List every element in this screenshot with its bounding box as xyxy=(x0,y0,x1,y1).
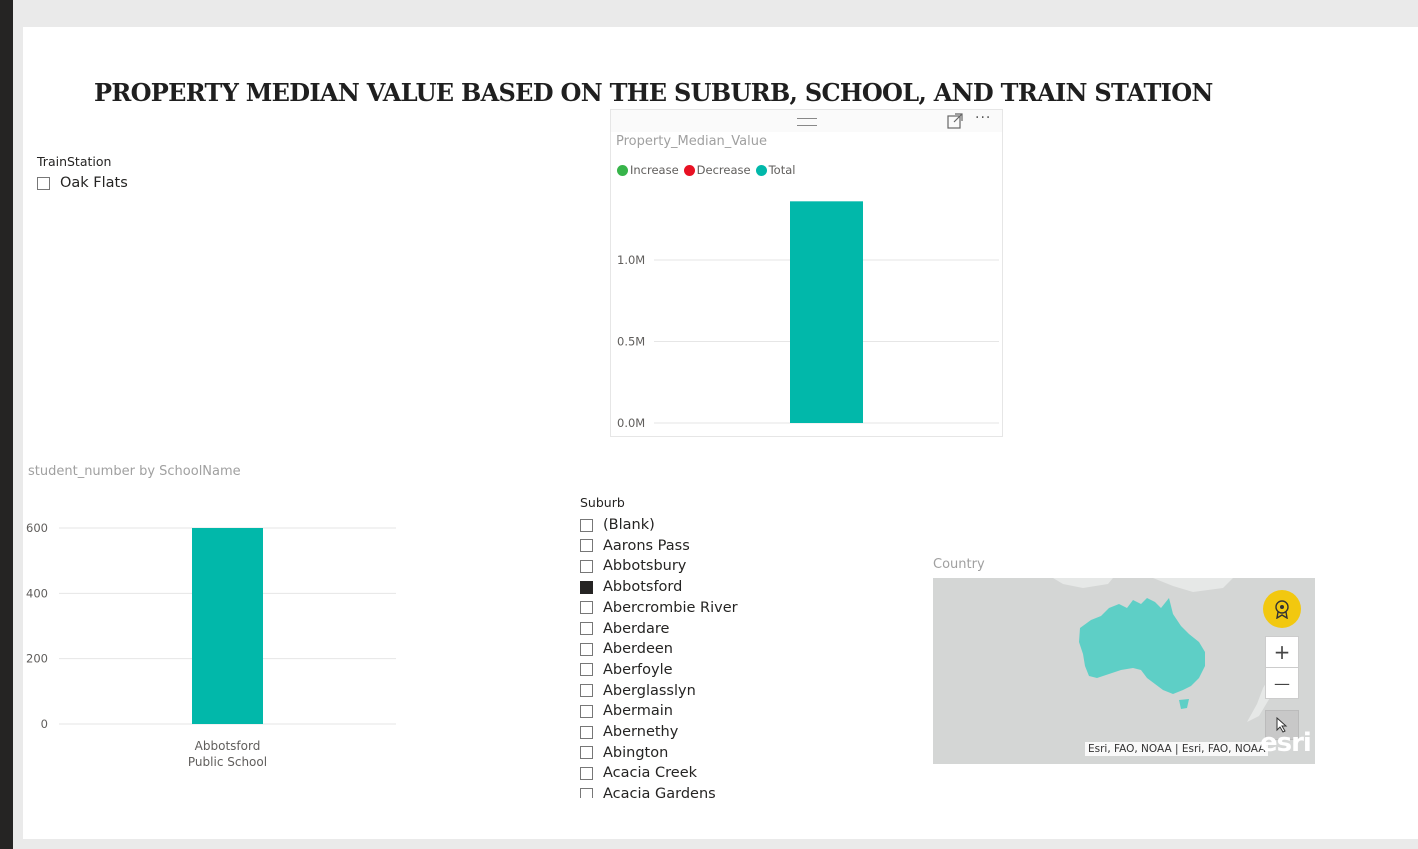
map-title: Country xyxy=(933,557,985,572)
suburb-item[interactable]: Abernethy xyxy=(580,722,678,742)
checkbox-icon[interactable] xyxy=(580,725,593,739)
checkbox-icon[interactable] xyxy=(580,684,593,698)
cursor-icon xyxy=(1276,717,1288,733)
legend-label: Increase xyxy=(630,163,679,177)
country-map[interactable]: + — Esri, FAO, NOAA | Esri, FAO, NOAA es… xyxy=(933,578,1315,764)
legend-total[interactable]: Total xyxy=(755,163,796,177)
checkbox-icon[interactable] xyxy=(580,766,593,780)
checkbox-icon[interactable] xyxy=(580,539,593,553)
suburb-item-label: Abernethy xyxy=(603,724,679,740)
legend-dot-icon xyxy=(755,164,767,176)
zoom-in-button[interactable]: + xyxy=(1265,636,1299,668)
legend-dot-icon xyxy=(617,164,628,176)
waterfall-title: Property_Median_Value xyxy=(616,134,767,149)
checkbox-icon[interactable] xyxy=(580,642,593,656)
checkbox-icon[interactable] xyxy=(580,601,593,615)
checkbox-icon[interactable] xyxy=(580,663,593,677)
bar[interactable] xyxy=(192,528,263,724)
legend-increase[interactable]: Increase xyxy=(617,163,679,177)
y-tick-label: 600 xyxy=(26,521,48,535)
map-svg xyxy=(1053,578,1271,722)
suburb-item-label: (Blank) xyxy=(603,517,655,533)
suburb-item[interactable]: Abercrombie River xyxy=(580,598,738,618)
australia-landmass xyxy=(1079,598,1205,694)
y-tick-label: 200 xyxy=(26,652,48,666)
train-station-slicer-header: TrainStation xyxy=(37,154,112,169)
suburb-item[interactable]: (Blank) xyxy=(580,515,655,535)
checkbox-icon[interactable] xyxy=(580,787,593,798)
suburb-item-label: Aberdare xyxy=(603,620,670,637)
suburb-slicer-list[interactable]: (Blank) Aarons Pass Abbotsbury Abbotsford Ab… xyxy=(580,515,840,798)
train-station-item[interactable]: Oak Flats xyxy=(37,173,128,193)
suburb-item-label: Aberfoyle xyxy=(603,661,673,678)
school-chart-title: student_number by SchoolName xyxy=(28,464,241,479)
suburb-item-label: Aberglasslyn xyxy=(603,682,696,699)
suburb-item-label: Abbotsbury xyxy=(603,558,687,575)
suburb-item[interactable]: Aberdeen xyxy=(580,639,673,659)
left-gutter xyxy=(13,0,23,849)
property-median-value-visual[interactable]: ··· Property_Median_Value Increase Decre… xyxy=(610,109,1003,437)
suburb-item-label: Aberdeen xyxy=(603,641,673,658)
suburb-item-label: Acacia Gardens xyxy=(603,786,716,798)
suburb-item-label: Abbotsford xyxy=(603,579,683,596)
esri-logo: esri xyxy=(1260,728,1312,758)
legend-label: Decrease xyxy=(696,163,751,177)
suburb-item[interactable]: Acacia Gardens xyxy=(580,784,716,798)
suburb-item-label: Abington xyxy=(603,744,669,761)
waterfall-legend: Increase Decrease Total xyxy=(617,163,800,177)
x-tick-label: Abbotsford xyxy=(195,739,261,753)
map-attribution: Esri, FAO, NOAA | Esri, FAO, NOAA xyxy=(1085,742,1269,756)
visual-header: ··· xyxy=(611,110,1002,132)
report-title: PROPERTY MEDIAN VALUE BASED ON THE SUBUR… xyxy=(94,78,1213,107)
suburb-item-label: Abermain xyxy=(603,703,673,720)
checkbox-icon[interactable] xyxy=(37,176,50,190)
checkbox-icon[interactable] xyxy=(580,622,593,635)
y-tick-label: 0.0M xyxy=(617,416,645,430)
suburb-item-label: Aarons Pass xyxy=(603,537,690,554)
suburb-item[interactable]: Abbotsford xyxy=(580,577,682,597)
zoom-out-button[interactable]: — xyxy=(1265,667,1299,699)
left-nav-strip xyxy=(0,0,13,849)
suburb-slicer-header: Suburb xyxy=(580,495,625,510)
png-landmass xyxy=(1153,578,1233,592)
drag-grip-icon[interactable] xyxy=(797,118,817,126)
train-station-item-label: Oak Flats xyxy=(60,175,128,191)
focus-mode-icon[interactable] xyxy=(947,113,963,129)
x-tick-label: Public School xyxy=(188,755,267,769)
checkbox-icon[interactable] xyxy=(580,559,593,573)
suburb-item[interactable]: Aberdare xyxy=(580,619,669,639)
legend-label: Total xyxy=(768,163,796,177)
suburb-item[interactable]: Acacia Creek xyxy=(580,763,697,783)
select-button[interactable] xyxy=(1265,710,1299,740)
suburb-item-label: Abercrombie River xyxy=(603,599,738,616)
checkbox-icon[interactable] xyxy=(580,746,593,760)
legend-dot-icon xyxy=(683,164,695,176)
suburb-item[interactable]: Abbotsbury xyxy=(580,556,686,576)
bar[interactable] xyxy=(790,201,863,423)
map-badge-button[interactable] xyxy=(1263,590,1301,628)
y-tick-label: 400 xyxy=(26,586,48,600)
suburb-item[interactable]: Abington xyxy=(580,743,668,763)
suburb-item-label: Acacia Creek xyxy=(603,765,698,782)
asia-landmass xyxy=(1053,578,1113,588)
y-tick-label: 1.0M xyxy=(617,253,645,267)
y-tick-label: 0 xyxy=(41,717,48,731)
chart-svg: 0.0M 0.5M 1.0M xyxy=(617,201,999,430)
legend-decrease[interactable]: Decrease xyxy=(683,163,751,177)
suburb-item[interactable]: Aarons Pass xyxy=(580,536,690,556)
award-icon xyxy=(1275,600,1289,619)
checkbox-icon[interactable] xyxy=(580,518,593,532)
suburb-item[interactable]: Aberfoyle xyxy=(580,660,673,680)
y-tick-label: 0.5M xyxy=(617,335,645,349)
checkbox-icon[interactable] xyxy=(580,580,593,594)
suburb-item[interactable]: Aberglasslyn xyxy=(580,681,696,701)
more-options-icon[interactable]: ··· xyxy=(975,110,992,126)
tasmania-landmass xyxy=(1179,699,1189,709)
suburb-item[interactable]: Abermain xyxy=(580,701,673,721)
checkbox-icon[interactable] xyxy=(580,704,593,718)
